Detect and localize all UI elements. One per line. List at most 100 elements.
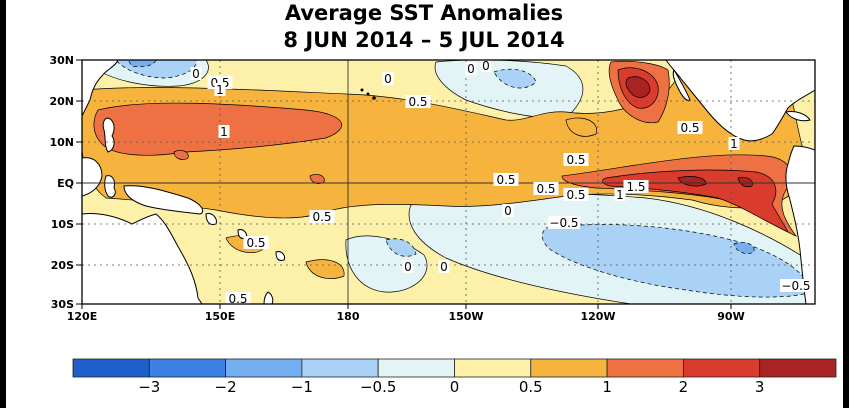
contour-label: 0 bbox=[504, 204, 512, 218]
land-sulawesi bbox=[104, 175, 116, 198]
lon-label: 120W bbox=[580, 310, 615, 323]
colorbar-swatch bbox=[72, 358, 150, 378]
contour-label: 0 bbox=[404, 260, 412, 274]
longitude-axis: 120E 150E 180 150W 120W 90W bbox=[67, 304, 745, 323]
contour-label-bg bbox=[563, 188, 589, 201]
colorbar-tick-label: 3 bbox=[755, 378, 765, 396]
contour-label: 0 bbox=[467, 62, 475, 76]
anomaly-zone-strong-positive bbox=[309, 174, 325, 184]
land-north-america bbox=[665, 60, 815, 142]
contour-label-bg bbox=[402, 260, 414, 273]
contour-label-bg bbox=[438, 260, 450, 273]
contour-label: 0.5 bbox=[246, 236, 265, 250]
contour-label: 1 bbox=[216, 83, 224, 97]
land-south-america bbox=[785, 145, 815, 304]
land-australia bbox=[82, 213, 203, 304]
contour-label: 1 bbox=[730, 137, 738, 151]
anomaly-zone-positive bbox=[305, 259, 345, 279]
contour-label-bg bbox=[243, 236, 269, 249]
contour-label: 0.5 bbox=[680, 121, 699, 135]
colorbar-swatch bbox=[225, 358, 303, 378]
land-islands bbox=[275, 251, 285, 261]
contour-label: 0.5 bbox=[566, 153, 585, 167]
lat-label: 10N bbox=[49, 136, 74, 149]
colorbar-swatch bbox=[148, 358, 227, 378]
contour-label-bg bbox=[207, 76, 233, 89]
contour-labels: 000.510.50100.50.50.510.51.510.5−0.50.50… bbox=[190, 60, 812, 304]
lat-label: 10S bbox=[51, 218, 74, 231]
land-philippines bbox=[102, 117, 115, 153]
land-new-zealand bbox=[263, 291, 274, 304]
contour-label-bg bbox=[465, 62, 477, 75]
contour-label-bg bbox=[533, 182, 559, 195]
contour-label-bg bbox=[563, 153, 589, 166]
contour-label: 0.5 bbox=[408, 95, 427, 109]
contour-label-bg bbox=[214, 83, 226, 96]
anomaly-zone-negative bbox=[733, 242, 755, 254]
map-border bbox=[81, 59, 816, 305]
anomaly-zone-positive bbox=[565, 117, 597, 137]
figure-frame: Average SST Anomalies 8 JUN 2014 – 5 JUL… bbox=[6, 0, 843, 408]
lat-label: 30N bbox=[49, 54, 74, 67]
colorbar-tick-label: −0.5 bbox=[360, 378, 396, 396]
contour-label-bg bbox=[405, 95, 431, 108]
contour-label-bg bbox=[502, 204, 514, 217]
anomaly-zone-very-strong bbox=[602, 169, 789, 233]
contour-label: −0.5 bbox=[781, 279, 810, 293]
colorbar-swatch bbox=[606, 358, 684, 378]
contour-label: 1.5 bbox=[626, 180, 645, 194]
lon-label: 150W bbox=[448, 310, 483, 323]
contour-label-bg bbox=[480, 60, 492, 72]
colorbar-swatch bbox=[454, 358, 532, 378]
title-line-2: 8 JUN 2014 – 5 JUL 2014 bbox=[283, 28, 564, 52]
land-caribbean-islands bbox=[785, 111, 811, 122]
contour-label-bg bbox=[677, 121, 703, 134]
anomaly-zone-very-strong bbox=[737, 177, 753, 188]
latitude-axis: 30N 20N 10N EQ 10S 20S 30S bbox=[49, 54, 82, 311]
land-hawaii bbox=[372, 96, 376, 100]
land-asia bbox=[82, 60, 119, 117]
lat-label: 20S bbox=[51, 259, 74, 272]
land-new-guinea bbox=[123, 185, 204, 215]
contour-label-bg bbox=[309, 210, 335, 223]
colorbar-tick-label: 2 bbox=[679, 378, 689, 396]
colorbar-tick-label: 0 bbox=[450, 378, 460, 396]
lon-label: 120E bbox=[67, 310, 97, 323]
contour-label: 0.5 bbox=[312, 210, 331, 224]
sst-map: 000.510.50100.50.50.510.51.510.5−0.50.50… bbox=[82, 60, 815, 304]
land-hawaii bbox=[360, 88, 364, 92]
anomaly-zone-negative bbox=[385, 238, 417, 257]
title-line-1: Average SST Anomalies bbox=[285, 1, 563, 25]
colorbar-swatch bbox=[377, 358, 455, 378]
contour-label: 0 bbox=[440, 260, 448, 274]
colorbar: −3 −2 −1 −0.5 0 0.5 1 2 3 bbox=[72, 358, 837, 396]
colorbar-tick-label: 0.5 bbox=[519, 378, 543, 396]
lon-label: 90W bbox=[717, 310, 744, 323]
contour-label: 0.5 bbox=[536, 182, 555, 196]
anomaly-zone-negative bbox=[541, 224, 813, 298]
anomaly-zone-negative bbox=[493, 68, 537, 89]
contour-label-bg bbox=[382, 72, 394, 85]
contour-label: 1 bbox=[616, 188, 624, 202]
lat-label: 30S bbox=[51, 298, 74, 311]
colorbar-swatch bbox=[683, 358, 761, 378]
contour-label-bg bbox=[548, 216, 580, 229]
contour-label: −0.5 bbox=[549, 216, 578, 230]
contour-label: 0.5 bbox=[566, 188, 585, 202]
sst-anomaly-figure: Average SST Anomalies 8 JUN 2014 – 5 JUL… bbox=[49, 1, 837, 396]
land-hawaii bbox=[366, 92, 370, 96]
contour-label-bg bbox=[614, 188, 626, 201]
colorbar-swatch bbox=[301, 358, 379, 378]
land-borneo bbox=[82, 157, 103, 197]
colorbar-tick-label: 1 bbox=[602, 378, 612, 396]
contour-label: 0 bbox=[192, 67, 200, 81]
contour-label: 1 bbox=[220, 125, 228, 139]
anomaly-zone-strong-positive bbox=[173, 150, 189, 160]
contour-label-bg bbox=[225, 292, 251, 304]
colorbar-swatch bbox=[530, 358, 608, 378]
contour-label-bg bbox=[728, 137, 740, 150]
contour-label: 0.5 bbox=[496, 173, 515, 187]
lat-label: EQ bbox=[57, 177, 74, 190]
land-baja-california bbox=[672, 68, 691, 101]
contour-label: 0 bbox=[384, 72, 392, 86]
